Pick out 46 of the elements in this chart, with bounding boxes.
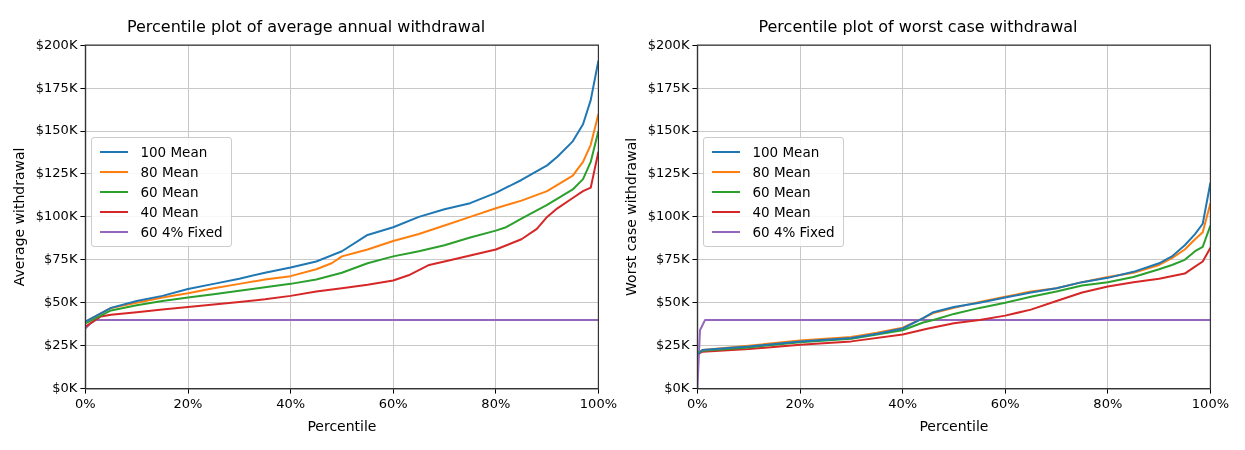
y-tick-label: $0K	[52, 379, 78, 395]
y-tick-label: $0K	[664, 379, 690, 395]
chart-title: Percentile plot of worst case withdrawal	[758, 16, 1078, 36]
legend-label: 40 Mean	[752, 202, 811, 222]
y-tick-label: $175K	[35, 79, 78, 95]
legend-label: 80 Mean	[140, 162, 199, 182]
y-tick-label: $125K	[647, 165, 690, 181]
y-tick-label: $75K	[656, 251, 690, 267]
y-tick-label: $175K	[647, 79, 690, 95]
legend-label: 100 Mean	[140, 142, 208, 162]
x-tick-label: 0%	[75, 395, 96, 411]
y-tick-label: $50K	[44, 294, 78, 310]
y-tick-label: $25K	[656, 337, 690, 353]
x-tick-label: 100%	[579, 395, 617, 411]
x-tick-label: 80%	[481, 395, 511, 411]
x-axis-title: Percentile	[919, 418, 989, 435]
legend-label: 80 Mean	[752, 162, 811, 182]
x-tick-label: 40%	[888, 395, 918, 411]
legend-label: 100 Mean	[752, 142, 820, 162]
x-tick-label: 40%	[276, 395, 306, 411]
x-tick-label: 20%	[173, 395, 203, 411]
legend-label: 60 Mean	[140, 182, 199, 202]
legend-label: 60 4% Fixed	[752, 222, 835, 242]
x-tick-label: 20%	[785, 395, 815, 411]
legend-label: 40 Mean	[140, 202, 199, 222]
legend-label: 60 Mean	[752, 182, 811, 202]
y-tick-label: $200K	[35, 36, 78, 52]
x-axis-title: Percentile	[307, 418, 377, 435]
y-tick-label: $150K	[647, 122, 690, 138]
chart-title: Percentile plot of average annual withdrawal	[126, 16, 486, 36]
x-tick-label: 0%	[687, 395, 708, 411]
y-tick-label: $100K	[647, 208, 690, 224]
y-tick-label: $75K	[44, 251, 78, 267]
y-tick-label: $25K	[44, 337, 78, 353]
legend-label: 60 4% Fixed	[140, 222, 223, 242]
y-tick-label: $50K	[656, 294, 690, 310]
x-tick-label: 60%	[990, 395, 1020, 411]
y-axis-title: Worst case withdrawal	[623, 137, 640, 296]
x-tick-label: 60%	[378, 395, 408, 411]
x-tick-label: 80%	[1093, 395, 1123, 411]
x-tick-label: 100%	[1191, 395, 1229, 411]
y-tick-label: $150K	[35, 122, 78, 138]
y-axis-title: Average withdrawal	[11, 147, 28, 287]
y-tick-label: $125K	[35, 165, 78, 181]
y-tick-label: $200K	[647, 36, 690, 52]
y-tick-label: $100K	[35, 208, 78, 224]
